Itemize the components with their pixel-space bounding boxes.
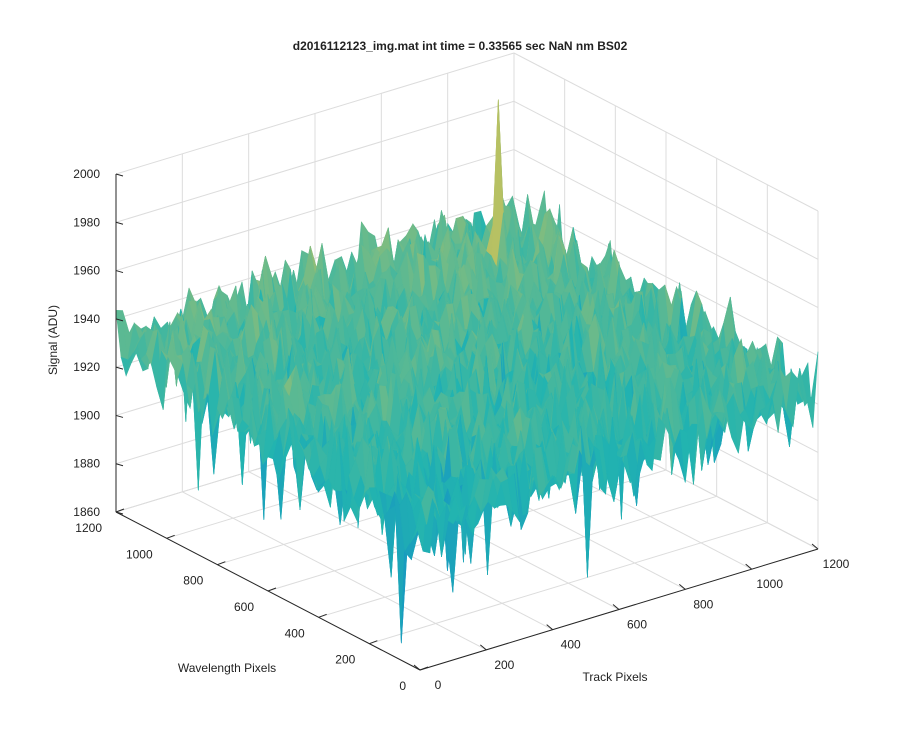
x-tick-mark [745,563,752,570]
grid-line-floor-y [369,522,768,645]
x-tick-mark [546,624,553,631]
z-tick-label: 1880 [73,457,100,471]
y-tick-label: 200 [335,653,355,667]
x-tick-label: 600 [627,618,647,632]
y-tick-mark [166,534,175,539]
y-tick-mark [369,640,378,645]
z-tick-label: 1900 [73,408,100,422]
grid-line-wall-z [115,52,515,175]
tick-labels: 0 200 400 600 800 1000 1200 0 200 400 600 800 1000 12… [73,167,849,693]
x-tick-label: 1000 [756,577,783,591]
y-tick-label: 600 [234,600,254,614]
x-tick-mark [679,583,686,590]
surface-mesh [115,99,819,644]
y-tick-label: 1200 [75,521,102,535]
x-tick-label: 800 [693,597,713,611]
y-tick-mark [419,666,429,671]
y-tick-label: 0 [399,679,406,693]
y-tick-mark [217,561,226,566]
z-tick-label: 1960 [73,264,100,278]
x-axis-label: Track Pixels [583,670,648,684]
grid-line-wall-z2 [513,149,819,309]
z-tick-label: 2000 [73,167,100,181]
grid-line-wall-z2 [513,100,819,260]
z-tick-mark [115,511,124,515]
x-tick-label: 0 [435,678,442,692]
z-tick-mark [115,270,124,274]
y-tick-mark [318,613,327,618]
z-tick-mark [115,463,124,467]
grid-line-wall-z2 [513,52,819,212]
grid-line-wall-z [115,149,515,272]
z-tick-label: 1860 [73,505,100,519]
grid-line-wall-z2 [513,197,819,357]
y-axis-label: Wavelength Pixels [178,661,276,675]
y-tick-label: 800 [183,574,203,588]
y-tick-label: 1000 [126,547,153,561]
z-tick-mark [115,221,124,225]
z-tick-mark [115,173,124,177]
x-tick-mark [480,644,487,651]
chart-title: d2016112123_img.mat int time = 0.33565 s… [293,39,628,53]
grid-line-floor-y [318,495,717,618]
y-tick-mark [115,508,125,513]
z-tick-label: 1940 [73,312,100,326]
y-tick-mark [267,587,277,592]
z-tick-label: 1920 [73,360,100,374]
z-tick-mark [115,366,124,370]
x-tick-mark [612,604,620,610]
x-tick-label: 1200 [823,557,850,571]
surface-patch [384,504,397,578]
x-tick-label: 200 [494,658,514,672]
z-axis-label: Signal (ADU) [46,305,60,375]
x-tick-label: 400 [561,638,581,652]
z-tick-mark [115,318,124,322]
x-tick-mark [811,543,819,550]
grid-line-wall-z [115,197,515,320]
axes-lines [115,173,819,671]
z-tick-label: 1980 [73,215,100,229]
y-tick-label: 400 [285,626,305,640]
z-tick-mark [115,414,124,418]
surface-patch [805,351,819,428]
grid-line-wall-z [115,100,515,223]
x-tick-mark [413,664,421,671]
